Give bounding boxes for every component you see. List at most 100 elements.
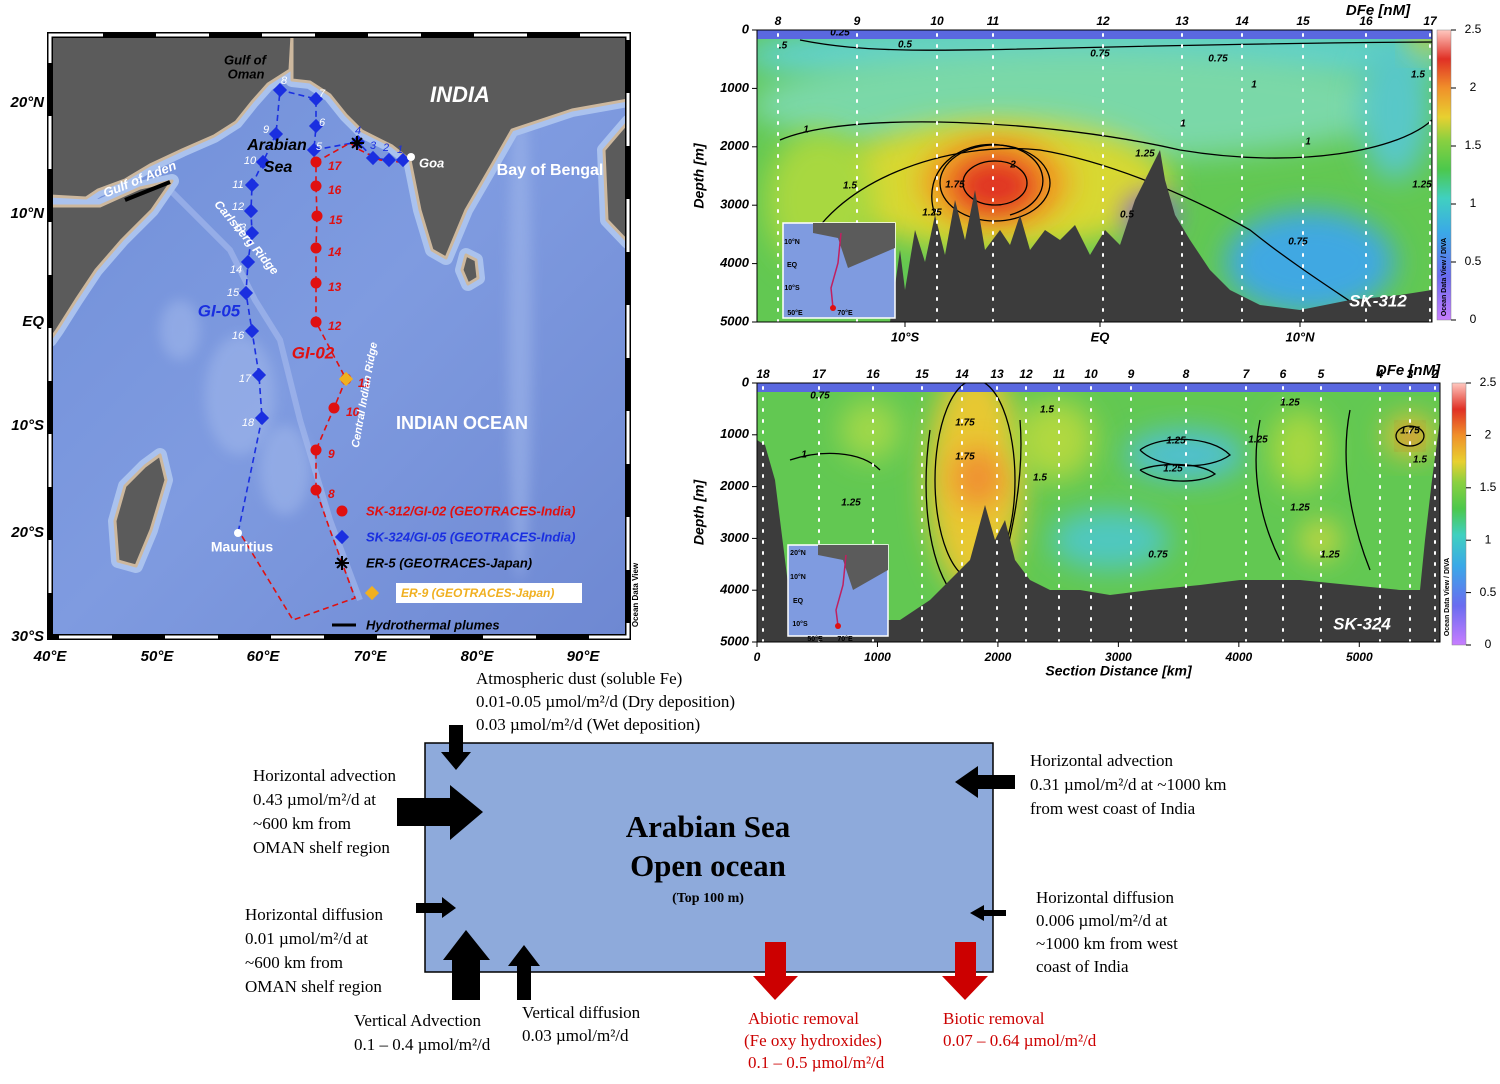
contour <box>1255 409 1371 571</box>
lon-label: 60°E <box>247 648 281 665</box>
map-panel: 20°N 10°N EQ 10°S 20°S 30°S 40°E 50°E 60°E 70°E 80… <box>9 32 640 665</box>
flux-arrow <box>955 766 1015 798</box>
x-tick-label: EQ <box>1091 329 1110 344</box>
lon-label: 50°E <box>141 648 175 665</box>
flux-arrow <box>443 930 490 1000</box>
budget-label: ~600 km from <box>253 814 351 833</box>
station-label: 15 <box>227 287 240 299</box>
budget-label: 0.07 – 0.64 µmol/m²/d <box>943 1031 1097 1050</box>
budget-label: OMAN shelf region <box>245 977 382 996</box>
concentration-patch <box>1360 40 1430 180</box>
station-label: 12 <box>232 201 244 213</box>
inset-label: 70°E <box>837 309 853 317</box>
y-tick-label: 0 <box>742 374 750 389</box>
shallow-area <box>160 300 200 360</box>
lon-label: 70°E <box>354 648 388 665</box>
y-tick-label: 4000 <box>719 582 750 597</box>
inset-track <box>835 554 847 627</box>
lat-label: 10°N <box>10 205 45 222</box>
concentration-patch <box>952 448 1004 508</box>
station-label: 17 <box>1423 14 1438 28</box>
x-tick-label: 10°N <box>1285 329 1315 344</box>
legend-label: SK-324/GI-05 (GEOTRACES-India) <box>366 529 575 544</box>
inset-label: 10°N <box>790 573 806 581</box>
station-marker <box>244 323 260 339</box>
y-tick-label: 1000 <box>720 80 750 95</box>
colorbar-tick-label: 2 <box>1485 428 1492 442</box>
inset-label: 10°S <box>784 284 800 292</box>
colorbar <box>1436 29 1452 321</box>
station-marker <box>310 277 322 289</box>
station-marker <box>310 444 322 456</box>
station-marker <box>308 91 324 107</box>
shallow-area <box>205 335 275 455</box>
land <box>602 120 628 244</box>
land <box>290 35 628 260</box>
budget-label: Atmospheric dust (soluble Fe) <box>476 669 682 688</box>
contour-label: 1.25 <box>1166 436 1186 447</box>
station-label: 6 <box>1280 367 1287 381</box>
station-marker <box>328 402 340 414</box>
station-label: 15 <box>329 213 343 227</box>
station-label: 16 <box>232 330 245 342</box>
colorbar-tick-label: 0.5 <box>1465 254 1482 268</box>
contour-label: 1 <box>803 125 809 136</box>
colorbar-tick-label: 1.5 <box>1465 138 1482 152</box>
map-frame-ticks <box>48 33 630 639</box>
legend-box <box>396 583 582 603</box>
contour-label: 1 <box>1251 80 1257 91</box>
station-label: 5 <box>316 141 323 153</box>
station-label: 11 <box>232 179 243 191</box>
station-label: 7 <box>1243 367 1251 381</box>
station-label: 9 <box>263 124 269 136</box>
y-tick-label: 3000 <box>720 530 750 545</box>
legend-marker <box>364 585 380 601</box>
y-tick-label: 2000 <box>719 478 750 493</box>
contour <box>799 147 1381 322</box>
station-label: 3 <box>370 140 377 152</box>
track-sk312 <box>239 142 412 621</box>
station-label: 14 <box>230 264 242 276</box>
station-label: 4 <box>355 125 361 137</box>
station-label: 15 <box>915 367 929 381</box>
budget-label: Vertical diffusion <box>522 1003 641 1022</box>
contour-label: 1 <box>1180 119 1186 130</box>
x-tick-label: 0 <box>754 650 761 664</box>
contour-label: 0.5 <box>1120 210 1134 221</box>
station-label: 6 <box>319 117 326 129</box>
flux-arrow <box>397 785 483 840</box>
place-label: Oman <box>228 66 265 81</box>
contour-label: .5 <box>779 41 788 52</box>
station-label: 10 <box>346 405 360 419</box>
station-label: 13 <box>328 280 342 294</box>
contour-label: 1.5 <box>1033 473 1047 484</box>
colorbar-tick-label: 2.5 <box>1465 22 1482 36</box>
budget-diagram: Arabian Sea Open ocean (Top 100 m) Atmosphe… <box>245 669 1226 1072</box>
section-name: SK-312 <box>1349 291 1407 310</box>
station-marker <box>240 254 256 270</box>
contour-label: 1.25 <box>1248 435 1268 446</box>
budget-title: Open ocean <box>630 848 786 883</box>
flux-arrow <box>942 942 988 1000</box>
contour-label: 1.25 <box>1320 550 1340 561</box>
contour-label: 1.5 <box>1413 455 1427 466</box>
station-marker <box>306 142 322 158</box>
station-label: 18 <box>242 417 255 429</box>
contour-label: 1.25 <box>1135 149 1155 160</box>
inset-land <box>813 223 895 268</box>
colorbar <box>1451 382 1467 646</box>
y-tick-label: 5000 <box>720 313 750 328</box>
budget-label: Horizontal diffusion <box>245 905 384 924</box>
budget-box <box>424 742 994 973</box>
station-marker <box>243 203 259 219</box>
budget-label: 0.01-0.05 µmol/m²/d (Dry deposition) <box>476 692 735 711</box>
station-label: 2 <box>382 142 389 154</box>
colorbar-tick-label: 1 <box>1485 532 1492 546</box>
budget-label: from west coast of India <box>1030 799 1196 818</box>
station-marker <box>272 82 288 98</box>
station-label: 17 <box>812 367 827 381</box>
plume-marker <box>124 180 171 202</box>
legend-marker <box>336 505 348 517</box>
contour <box>939 144 1051 222</box>
station-label: 10 <box>244 155 257 167</box>
